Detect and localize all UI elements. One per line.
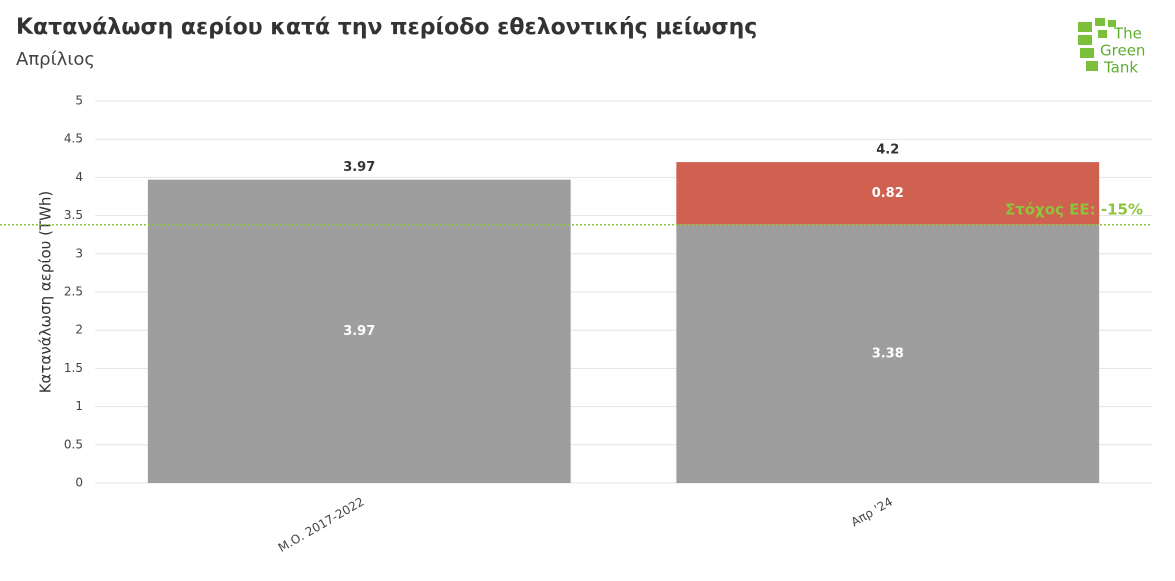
segment-label: 3.38 <box>872 346 904 361</box>
logo-mark <box>1078 18 1116 71</box>
logo-text: The <box>1113 25 1142 43</box>
segment-label: 3.97 <box>343 324 375 339</box>
y-tick-label: 1 <box>75 399 83 413</box>
y-tick-label: 0 <box>75 476 83 490</box>
segment-label: 0.82 <box>872 186 904 201</box>
x-tick-label: Απρ '24 <box>849 495 895 530</box>
y-tick-label: 2 <box>75 323 83 337</box>
y-tick-label: 0.5 <box>64 437 83 451</box>
chart-subtitle: Απρίλιος <box>16 49 95 70</box>
y-tick-label: 3 <box>75 246 83 260</box>
y-tick-label: 3.5 <box>64 208 83 222</box>
y-tick-label: 4 <box>75 170 83 184</box>
logo-text: Green <box>1100 42 1145 60</box>
logo-text: Tank <box>1103 59 1138 77</box>
bar-segment <box>676 162 1100 225</box>
x-tick-label: Μ.Ο. 2017-2022 <box>276 495 367 555</box>
bar-segment <box>147 179 571 483</box>
y-axis-label: Κατανάλωση αερίου (TWh) <box>37 191 55 394</box>
total-label: 4.2 <box>876 143 899 158</box>
y-tick-label: 5 <box>75 94 83 108</box>
y-tick-label: 2.5 <box>64 285 83 299</box>
chart-title: Κατανάλωση αερίου κατά την περίοδο εθελο… <box>16 15 757 40</box>
target-label: Στόχος ΕΕ: -15% <box>1005 200 1143 218</box>
total-label: 3.97 <box>343 160 375 175</box>
y-tick-label: 1.5 <box>64 361 83 375</box>
logo: The Green Tank <box>1078 18 1145 77</box>
bar-segment <box>676 224 1100 483</box>
y-tick-label: 4.5 <box>64 132 83 146</box>
